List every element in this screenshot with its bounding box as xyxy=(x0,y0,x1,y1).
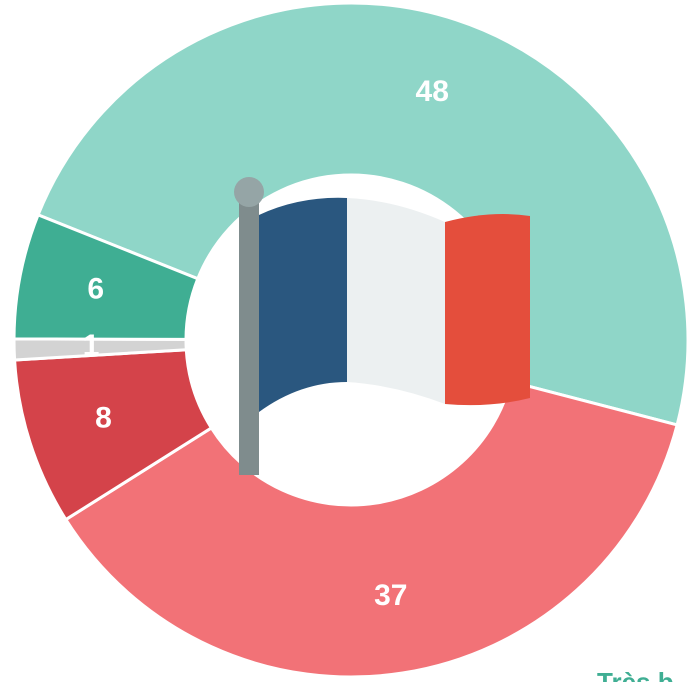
value-label: 1 xyxy=(83,329,100,362)
slice xyxy=(12,212,200,341)
value-label: 37 xyxy=(374,579,407,612)
value-label: 8 xyxy=(95,401,112,434)
legend-label: Très b xyxy=(597,667,674,682)
flag-icon xyxy=(234,177,530,475)
value-label: 6 xyxy=(87,272,104,305)
slice xyxy=(63,379,679,679)
value-label: 48 xyxy=(416,75,449,108)
